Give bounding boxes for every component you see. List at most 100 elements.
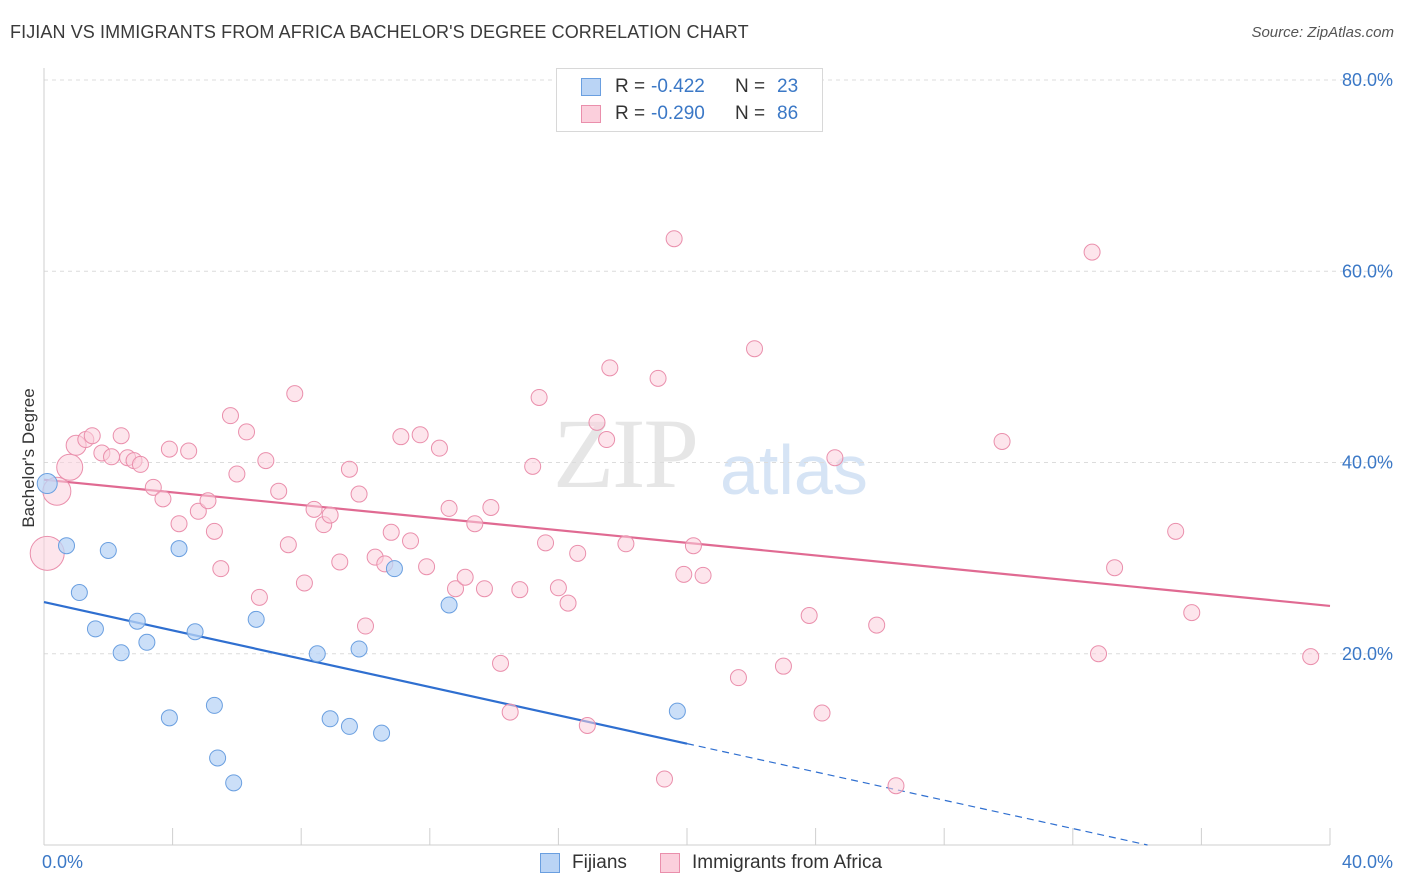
y-tick-label: 80.0% <box>1342 70 1393 90</box>
bottom-legend-africa[interactable]: Immigrants from Africa <box>660 852 882 874</box>
fijians-point <box>247 610 265 628</box>
africa-point <box>675 565 693 583</box>
africa-point <box>1106 559 1124 577</box>
bottom-legend-fijians[interactable]: Fijians <box>540 852 627 874</box>
legend-row-fijians: R = -0.422 N = 23 <box>581 75 798 99</box>
africa-point <box>694 566 712 584</box>
africa-point <box>295 574 313 592</box>
africa-point <box>279 536 297 554</box>
fijians-point <box>205 696 223 714</box>
africa-point <box>617 535 635 553</box>
watermark-atlas: atlas <box>720 431 868 509</box>
legend-row-africa: R = -0.290 N = 86 <box>581 102 798 126</box>
africa-point <box>598 431 616 449</box>
fijians-point <box>440 596 458 614</box>
africa-point <box>511 581 529 599</box>
africa-point <box>501 703 519 721</box>
fijians-point <box>225 774 243 792</box>
africa-point <box>103 448 121 466</box>
africa-point <box>800 607 818 624</box>
fijians-point <box>70 584 88 602</box>
africa-point <box>392 428 410 446</box>
africa-point <box>588 413 606 431</box>
correlation-legend: R = -0.422 N = 23 R = -0.290 N = 86 <box>556 68 823 132</box>
fijians-point <box>58 537 76 555</box>
africa-point <box>887 777 905 795</box>
africa-point <box>228 465 246 483</box>
fijians-point <box>86 620 104 638</box>
axes <box>43 68 1331 846</box>
africa-point <box>601 359 619 377</box>
y-tick-label: 60.0% <box>1342 261 1393 281</box>
africa-point <box>250 588 268 606</box>
fijians-point <box>160 709 178 727</box>
fijians-point <box>321 710 339 728</box>
africa-point <box>1167 522 1185 540</box>
africa-point <box>684 537 702 555</box>
africa-point <box>112 427 130 445</box>
fijians-point <box>138 633 156 651</box>
fijians-legend-label: Fijians <box>572 852 627 873</box>
data-points <box>29 230 1320 795</box>
africa-point <box>56 453 84 481</box>
africa-point <box>350 485 368 503</box>
africa-point <box>430 439 448 457</box>
africa-point <box>475 580 493 598</box>
africa-point <box>402 532 420 550</box>
y-tick-label: 40.0% <box>1342 453 1393 473</box>
africa-point <box>746 340 764 358</box>
africa-point <box>492 654 510 672</box>
fijians-point <box>170 540 188 558</box>
fijians-point <box>668 702 686 720</box>
x-tick-labels: 0.0% 40.0% <box>42 852 1393 872</box>
fijians-trend-extension <box>686 743 1148 846</box>
africa-point <box>154 490 172 508</box>
fijians-r-label: R = <box>615 76 646 97</box>
y-tick-label: 20.0% <box>1342 644 1393 664</box>
chart-title: FIJIAN VS IMMIGRANTS FROM AFRICA BACHELO… <box>10 22 749 42</box>
fijians-point <box>308 645 326 663</box>
africa-point <box>774 657 792 675</box>
africa-point <box>549 579 567 597</box>
africa-point <box>131 455 149 473</box>
africa-point <box>418 558 436 576</box>
africa-point <box>382 523 400 541</box>
africa-legend-swatch <box>660 853 680 873</box>
africa-point <box>456 568 474 586</box>
africa-point <box>537 534 555 552</box>
africa-point <box>665 230 683 248</box>
africa-point <box>649 369 667 387</box>
africa-point <box>729 669 747 687</box>
fijians-point <box>128 612 146 630</box>
africa-n-label: N = <box>735 103 766 124</box>
fijians-point <box>99 541 117 559</box>
africa-r-label: R = <box>615 103 646 124</box>
africa-point <box>1302 648 1320 666</box>
source-label: Source: ZipAtlas.com <box>1251 24 1394 41</box>
africa-point <box>170 515 188 533</box>
africa-point <box>212 560 230 578</box>
fijians-legend-swatch <box>540 853 560 873</box>
x-tick-label: 0.0% <box>42 852 83 872</box>
x-tick-label: 40.0% <box>1342 852 1393 872</box>
y-tick-labels: 20.0% 40.0% 60.0% 80.0% <box>1342 70 1393 664</box>
africa-point <box>340 460 358 478</box>
fijians-point <box>340 717 358 735</box>
africa-r-value: -0.290 <box>651 103 705 124</box>
africa-point <box>189 502 207 520</box>
fijians-n-label: N = <box>735 76 766 97</box>
africa-point <box>270 482 288 500</box>
fijians-point <box>112 644 130 662</box>
africa-point <box>29 535 65 571</box>
fijians-r-value: -0.422 <box>651 76 705 97</box>
fijians-point <box>186 623 204 641</box>
africa-point <box>530 388 548 406</box>
africa-swatch <box>581 105 601 123</box>
africa-point <box>524 457 542 475</box>
africa-point <box>447 580 465 598</box>
africa-point <box>331 553 349 571</box>
africa-point <box>199 492 217 510</box>
fijians-n-value: 23 <box>777 76 799 97</box>
africa-point <box>205 522 223 540</box>
